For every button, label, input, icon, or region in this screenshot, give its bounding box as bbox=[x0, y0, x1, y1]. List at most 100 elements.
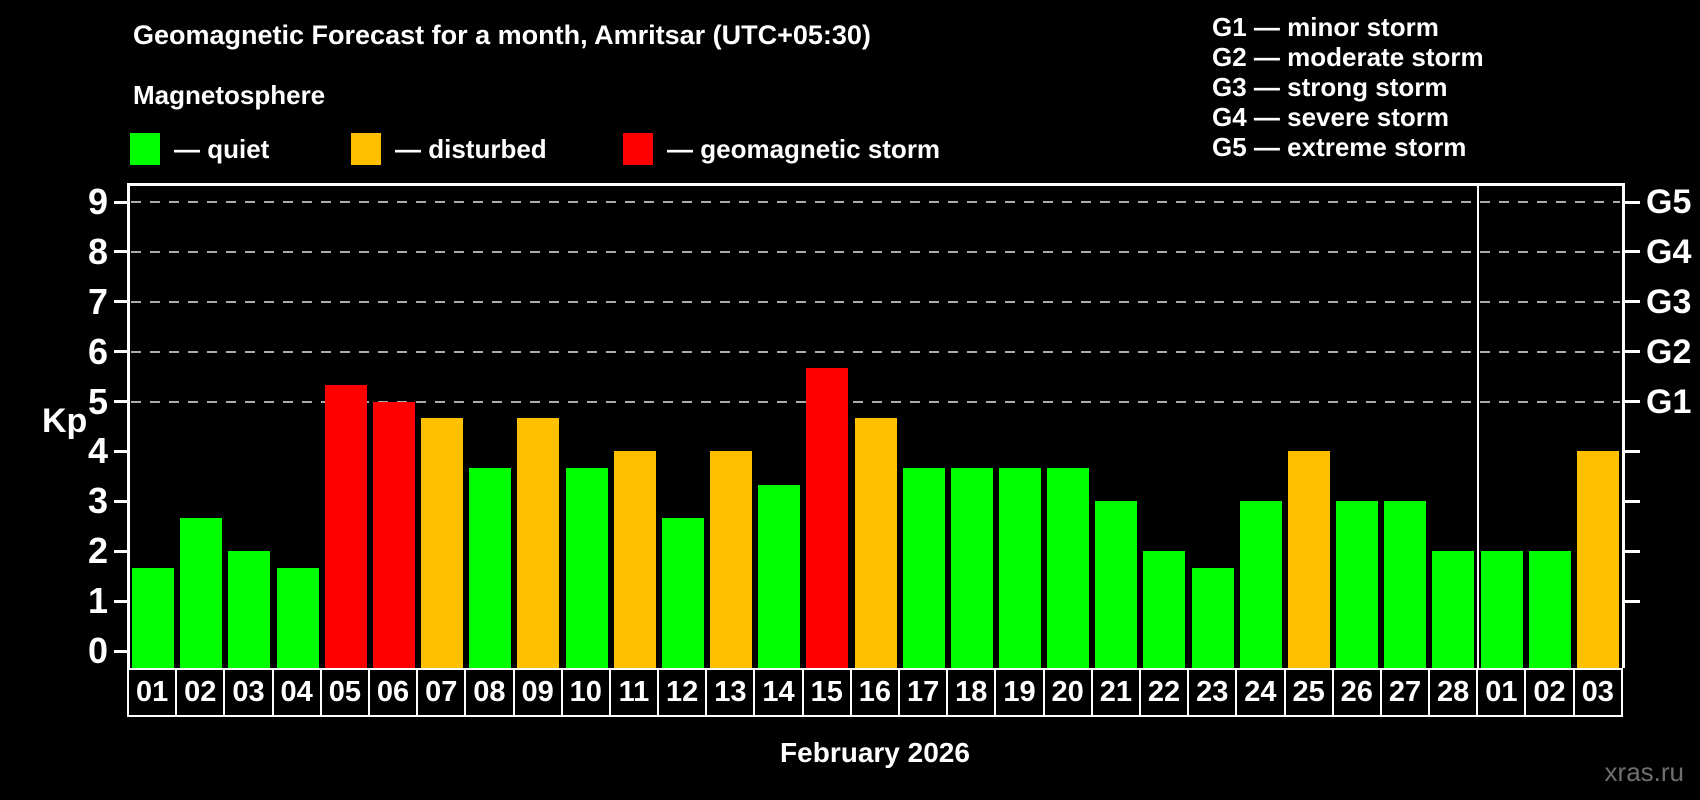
day-label-box-feb-07: 07 bbox=[416, 670, 464, 715]
g-scale-legend-line: G4 — severe storm bbox=[1212, 102, 1450, 132]
day-label-box-feb-19: 19 bbox=[994, 670, 1042, 715]
right-axis-tick-9 bbox=[1625, 200, 1640, 204]
day-label-box-next-01: 01 bbox=[1476, 670, 1524, 715]
g-level-label-G5: G5 bbox=[1646, 183, 1692, 222]
right-axis-tick-6 bbox=[1625, 350, 1640, 354]
disturbed-color-swatch bbox=[351, 133, 381, 165]
day-label-box-feb-21: 21 bbox=[1090, 670, 1139, 715]
day-label-box-feb-27: 27 bbox=[1379, 670, 1428, 715]
g-scale-legend-line: G1 — minor storm bbox=[1212, 12, 1439, 42]
right-axis-tick-3 bbox=[1625, 499, 1640, 503]
kp-bar-day-21 bbox=[1095, 501, 1138, 668]
day-label-box-feb-09: 09 bbox=[512, 670, 561, 715]
legend-item-label: — quiet bbox=[174, 133, 270, 164]
y-axis-tick-5 bbox=[114, 400, 127, 404]
kp-bar-day-02 bbox=[180, 517, 223, 668]
g-scale-legend-line: G2 — moderate storm bbox=[1212, 42, 1484, 72]
day-label-box-feb-02: 02 bbox=[175, 670, 223, 715]
y-axis-tick-label-0: 0 bbox=[87, 630, 108, 671]
right-axis-tick-7 bbox=[1625, 300, 1640, 304]
day-label-box-feb-17: 17 bbox=[898, 670, 946, 715]
right-axis-tick-2 bbox=[1625, 549, 1640, 553]
day-label-box-feb-28: 28 bbox=[1428, 670, 1476, 715]
day-label-box-feb-06: 06 bbox=[367, 670, 416, 715]
day-label-box-feb-04: 04 bbox=[271, 670, 320, 715]
y-axis-tick-label-5: 5 bbox=[87, 380, 108, 422]
kp-bar-day-02 bbox=[1528, 551, 1571, 668]
legend-item-label: — geomagnetic storm bbox=[667, 133, 941, 164]
kp-bar-day-11 bbox=[613, 451, 656, 668]
day-label-box-feb-14: 14 bbox=[753, 670, 801, 715]
kp-bar-day-18 bbox=[950, 467, 993, 668]
day-label-box-feb-22: 22 bbox=[1138, 670, 1187, 715]
right-axis-line bbox=[1622, 183, 1625, 668]
day-label-box-feb-15: 15 bbox=[801, 670, 850, 715]
right-axis-tick-8 bbox=[1625, 250, 1640, 254]
quiet-color-swatch bbox=[130, 133, 160, 165]
kp-bar-day-10 bbox=[565, 467, 608, 668]
g-level-label-G3: G3 bbox=[1646, 282, 1692, 321]
y-axis-tick-3 bbox=[114, 499, 127, 503]
plot-top-border bbox=[127, 183, 1625, 186]
kp-bar-day-24 bbox=[1239, 501, 1282, 668]
right-axis-tick-5 bbox=[1625, 400, 1640, 404]
y-axis-tick-label-7: 7 bbox=[87, 280, 108, 322]
kp-bar-day-03 bbox=[1576, 451, 1619, 668]
y-axis-tick-0 bbox=[114, 649, 127, 653]
y-axis-tick-7 bbox=[114, 300, 127, 304]
page-title: Geomagnetic Forecast for a month, Amrits… bbox=[133, 20, 871, 50]
gridline-kp7 bbox=[131, 300, 1620, 303]
kp-bar-day-19 bbox=[998, 467, 1041, 668]
kp-bar-day-27 bbox=[1384, 501, 1427, 668]
watermark: xras.ru bbox=[1604, 757, 1684, 787]
y-axis-tick-label-3: 3 bbox=[87, 480, 108, 522]
kp-bar-day-15 bbox=[806, 368, 849, 668]
month-separator-line bbox=[1476, 185, 1479, 668]
kp-bar-day-16 bbox=[854, 418, 897, 668]
y-axis-tick-8 bbox=[114, 250, 127, 254]
day-label-box-feb-01: 01 bbox=[135, 676, 169, 708]
day-label-box-next-03: 03 bbox=[1572, 670, 1621, 715]
day-label-box-feb-11: 11 bbox=[608, 670, 657, 715]
day-label-box-feb-12: 12 bbox=[657, 670, 705, 715]
y-axis-tick-6 bbox=[114, 350, 127, 354]
kp-bar-day-05 bbox=[324, 385, 367, 668]
kp-bar-day-22 bbox=[1143, 551, 1186, 668]
legend-item-label: — disturbed bbox=[395, 133, 547, 164]
y-axis-tick-label-4: 4 bbox=[87, 430, 108, 472]
gridline-kp6 bbox=[131, 350, 1620, 353]
gridline-kp5 bbox=[131, 400, 1620, 403]
x-axis-day-labels: 01 02 03 04 05 06 07 08 09 10 11 12 13 14 15 16 17 18 19 20… bbox=[127, 668, 1623, 717]
y-axis-tick-9 bbox=[114, 200, 127, 204]
day-label-box-feb-16: 16 bbox=[849, 670, 898, 715]
day-label-box-feb-05: 05 bbox=[319, 670, 368, 715]
kp-bar-day-20 bbox=[1047, 467, 1090, 668]
legend-item-disturbed: — disturbed bbox=[351, 133, 547, 165]
day-label-box-feb-26: 26 bbox=[1331, 670, 1380, 715]
day-label-box-feb-08: 08 bbox=[464, 670, 512, 715]
x-axis-title: February 2026 bbox=[780, 737, 970, 768]
day-label-box-feb-20: 20 bbox=[1042, 670, 1091, 715]
kp-bar-day-01 bbox=[1480, 551, 1523, 668]
kp-bar-day-23 bbox=[1191, 567, 1234, 668]
g-scale-legend-line: G3 — strong storm bbox=[1212, 72, 1448, 102]
kp-bar-day-01 bbox=[132, 567, 175, 668]
day-label-box-feb-13: 13 bbox=[705, 670, 753, 715]
right-axis-tick-4 bbox=[1625, 449, 1640, 453]
kp-bar-day-13 bbox=[710, 451, 753, 668]
legend-item-quiet: — quiet bbox=[130, 133, 269, 165]
y-axis-tick-2 bbox=[114, 549, 127, 553]
y-axis-tick-label-2: 2 bbox=[87, 530, 108, 572]
y-axis-tick-label-9: 9 bbox=[87, 181, 108, 223]
g-level-label-G4: G4 bbox=[1646, 232, 1692, 271]
day-label-box-feb-23: 23 bbox=[1187, 670, 1235, 715]
kp-bar-day-28 bbox=[1432, 551, 1475, 668]
y-axis-tick-label-6: 6 bbox=[87, 330, 108, 372]
y-axis-title: Kp bbox=[42, 402, 88, 440]
gridline-kp8 bbox=[131, 250, 1620, 253]
day-label-box-feb-10: 10 bbox=[560, 670, 609, 715]
y-axis-tick-label-8: 8 bbox=[87, 230, 108, 272]
kp-bar-day-17 bbox=[902, 467, 945, 668]
kp-bar-day-07 bbox=[421, 418, 464, 668]
